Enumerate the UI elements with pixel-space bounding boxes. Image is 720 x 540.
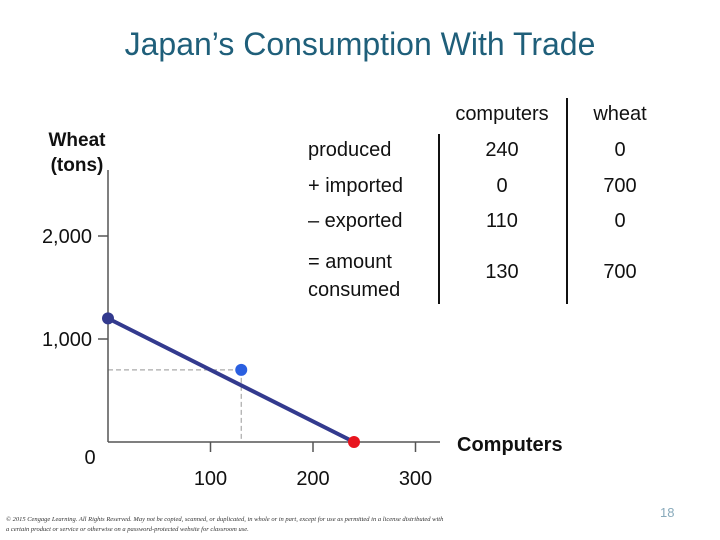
table-divider-left (438, 134, 440, 304)
slide-title: Japan’s Consumption With Trade (124, 26, 596, 62)
table-divider-right (566, 98, 568, 304)
cell-imported-wheat: 700 (603, 175, 637, 197)
row-label-consumed: = amount consumed (308, 251, 401, 301)
cell-exported-wheat: 0 (614, 210, 626, 232)
page-number: 18 (660, 505, 675, 520)
cell-exported-computers: 110 (486, 210, 518, 232)
y-tick-label: 2,000 (42, 226, 92, 248)
y-axis-label: Wheat (tons) (48, 130, 106, 176)
cell-consumed-wheat: 700 (603, 261, 637, 283)
y-tick-label: 1,000 (42, 329, 92, 351)
cell-produced-computers: 240 (485, 139, 519, 161)
row-label-produced: produced (308, 139, 392, 161)
cell-imported-computers: 0 (496, 175, 508, 197)
cell-consumed-computers: 130 (485, 261, 519, 283)
row-label-imported: + imported (308, 175, 404, 197)
x-tick-label: 200 (296, 468, 329, 490)
data-point (102, 312, 114, 325)
copyright-notice: © 2015 Cengage Learning. All Rights Rese… (6, 516, 444, 533)
series-line (107, 316, 355, 444)
x-tick-label: 300 (399, 468, 432, 490)
data-point (235, 363, 248, 376)
cell-produced-wheat: 0 (614, 139, 626, 161)
row-label-exported: – exported (308, 210, 403, 232)
col-header-wheat: wheat (593, 103, 647, 125)
origin-label: 0 (84, 447, 95, 469)
data-point (348, 436, 360, 448)
x-tick-label: 100 (194, 468, 227, 490)
x-axis-label: Computers (457, 434, 563, 456)
col-header-computers: computers (455, 103, 549, 125)
